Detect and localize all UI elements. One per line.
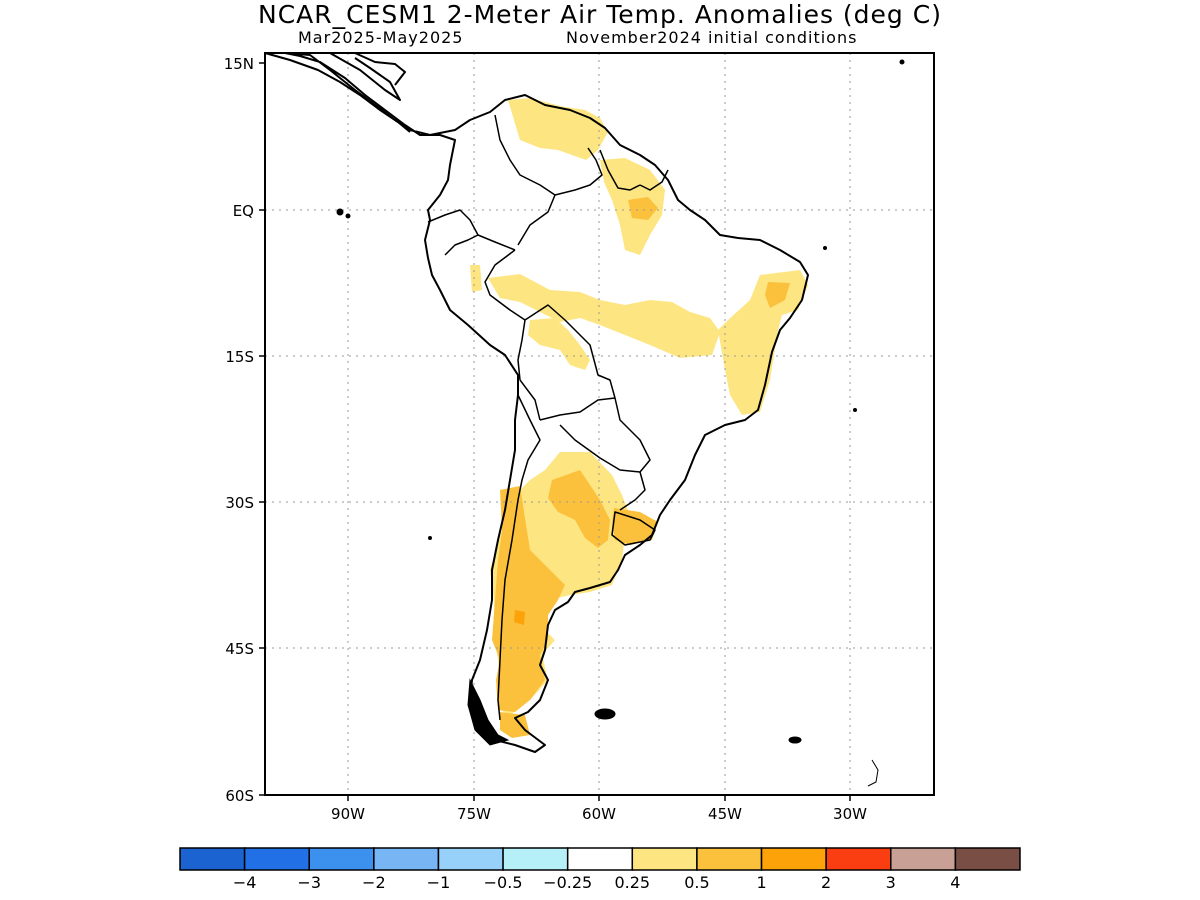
fernando-de-noronha [823, 246, 827, 250]
border-uruguay [611, 511, 656, 546]
anomaly-fill-ne-brazil-core [765, 282, 790, 308]
border-suriname [639, 169, 669, 191]
trindade-island [853, 408, 857, 412]
south-sandwich-islands [867, 759, 879, 787]
lon-label-30w: 30W [833, 805, 867, 823]
lat-label-30s: 30S [225, 494, 254, 512]
anomaly-fill-layer [470, 98, 808, 738]
anomaly-fill-tierra-del-fuego [500, 712, 530, 738]
chart-title: NCAR_CESM1 2-Meter Air Temp. Anomalies (… [258, 0, 942, 29]
galapagos-island [336, 208, 344, 216]
border-ecuador [427, 209, 479, 256]
lat-label-45s: 45S [225, 640, 254, 658]
juan-fernandez-island [428, 536, 432, 540]
graticule [265, 53, 934, 795]
lon-label-45w: 45W [708, 805, 742, 823]
anomaly-fill-venezuela [508, 98, 608, 160]
border-colombia-venezuela [494, 114, 556, 246]
coastline-layer [264, 52, 809, 753]
colorbar-label-0: −4 [233, 873, 257, 892]
anomaly-fill-bolivia [528, 318, 590, 370]
border-peru-colombia [477, 234, 516, 251]
lat-label-15s: 15S [225, 348, 254, 366]
colorbar-label-9: 2 [821, 873, 831, 892]
anomaly-fill-uruguay [612, 508, 658, 545]
anomaly-fill-argentina-core [548, 470, 610, 548]
border-venezuela-brazil [554, 147, 603, 196]
border-peru-bolivia [517, 319, 526, 381]
border-bolivia-brazil [524, 304, 616, 399]
lon-label-75w: 75W [457, 805, 491, 823]
galapagos-island-2 [345, 213, 351, 219]
falkland-islands [594, 708, 616, 720]
country-borders [427, 114, 669, 721]
colorbar-swatch-2 [308, 847, 375, 871]
anomaly-fill-ne-brazil [718, 270, 808, 415]
colorbar-label-1: −3 [297, 873, 321, 892]
colorbar-label-6: 0.25 [614, 873, 650, 892]
south-america-coastline [284, 52, 809, 753]
colorbar-swatch-4 [437, 847, 504, 871]
anomaly-fill-central-brazil [488, 274, 720, 358]
islands [336, 59, 905, 787]
colorbar-swatch-7 [631, 847, 698, 871]
colorbar-label-11: 4 [950, 873, 960, 892]
lat-axis: 15N EQ 15S 30S 45S 60S [224, 55, 265, 805]
colorbar-swatch-6 [566, 847, 634, 871]
lat-label-eq: EQ [233, 202, 254, 220]
colorbar-swatch-0 [179, 847, 246, 871]
colorbar-label-8: 1 [756, 873, 766, 892]
colorbar-swatch-10 [825, 847, 892, 871]
colorbar-label-4: −0.5 [484, 873, 523, 892]
border-argentina-bolivia [519, 379, 541, 421]
colorbar-swatch-1 [243, 847, 310, 871]
colorbar-swatch-3 [373, 847, 440, 871]
south-georgia-island [788, 736, 802, 744]
border-guyana [599, 149, 641, 191]
lat-label-15n: 15N [224, 55, 254, 73]
yucatan-outline [354, 52, 406, 86]
anomaly-fill-peru-spot [470, 265, 482, 292]
caribbean-coast [329, 52, 401, 101]
chile-fjord-islands [467, 678, 510, 746]
lon-axis: 90W 75W 60W 45W 30W [331, 795, 867, 823]
border-argentina-brazil [619, 471, 646, 511]
initial-conditions-subtitle: November2024 initial conditions [566, 28, 858, 47]
anomaly-fill-guianas-core [628, 197, 658, 220]
atlantic-islet [899, 59, 905, 65]
anomaly-fill-patagonia [492, 486, 565, 712]
anomaly-fill-patagonia-spot [514, 610, 525, 625]
lat-label-60s: 60S [225, 787, 254, 805]
colorbar-label-7: 0.5 [684, 873, 709, 892]
lon-label-90w: 90W [331, 805, 365, 823]
colorbar-swatch-12 [954, 847, 1021, 871]
colorbar-label-5: −0.25 [543, 873, 592, 892]
lon-label-60w: 60W [582, 805, 616, 823]
colorbar-label-10: 3 [886, 873, 896, 892]
central-america-coastline [264, 52, 411, 133]
colorbar: −4 −3 −2 −1 −0.5 −0.25 0.25 0.5 1 2 3 4 [179, 847, 1021, 892]
forecast-period-subtitle: Mar2025-May2025 [298, 28, 464, 47]
colorbar-swatch-9 [760, 847, 827, 871]
colorbar-swatch-11 [890, 847, 957, 871]
border-chile-argentina [497, 394, 541, 721]
colorbar-label-2: −2 [362, 873, 386, 892]
border-peru-brazil [484, 249, 526, 321]
border-bolivia-paraguay [539, 397, 616, 421]
colorbar-swatch-5 [502, 847, 569, 871]
colorbar-label-3: −1 [427, 873, 451, 892]
colorbar-swatch-8 [696, 847, 763, 871]
